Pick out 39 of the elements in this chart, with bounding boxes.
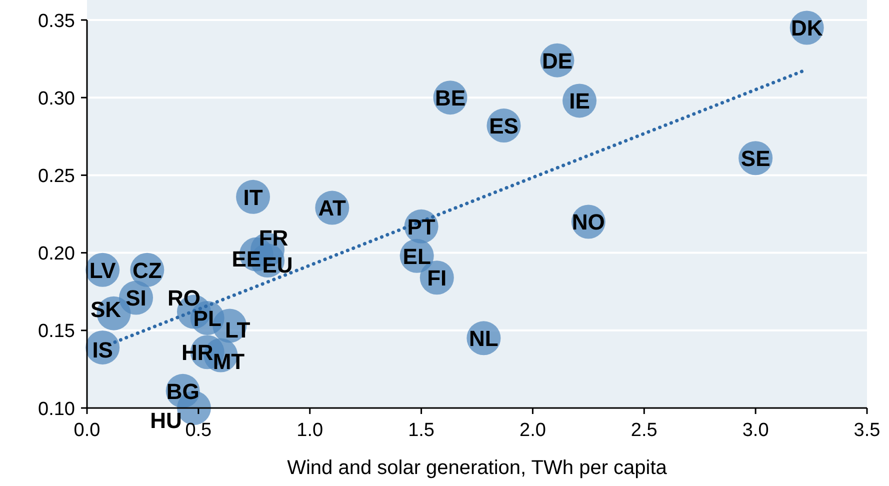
series-label: SI bbox=[126, 286, 146, 311]
x-tick-label: 1.0 bbox=[296, 420, 324, 441]
series-label: DK bbox=[790, 16, 823, 41]
series-label: IS bbox=[92, 337, 113, 362]
y-tick-label: 0.10 bbox=[38, 398, 75, 420]
y-tick-label: 0.35 bbox=[38, 10, 75, 32]
series-label: FR bbox=[258, 226, 288, 251]
series-label: SE bbox=[740, 146, 770, 172]
x-tick-label: 2.0 bbox=[520, 420, 546, 441]
y-tick-label: 0.15 bbox=[38, 321, 75, 342]
series-label: MT bbox=[212, 349, 246, 374]
series-label: IE bbox=[569, 88, 590, 114]
series-label: BG bbox=[166, 378, 200, 404]
series-label: AT bbox=[318, 196, 347, 221]
series-label: IT bbox=[243, 184, 264, 210]
y-tick-label: 0.25 bbox=[38, 166, 75, 188]
series-label: SK bbox=[90, 297, 122, 322]
series-label: EU bbox=[262, 252, 293, 278]
y-tick-label: 0.30 bbox=[38, 88, 75, 110]
y-tick-label: 0.20 bbox=[38, 244, 75, 265]
x-tick-label: 3.0 bbox=[742, 420, 769, 441]
series-label: LT bbox=[225, 318, 251, 343]
series-label: LV bbox=[89, 258, 116, 283]
series-label: NO bbox=[572, 210, 605, 235]
x-tick-label: 3.5 bbox=[854, 420, 880, 441]
x-tick-label: 0.5 bbox=[185, 420, 212, 441]
series-label: CZ bbox=[132, 258, 162, 283]
series-label: PT bbox=[407, 214, 436, 240]
series-label: HU bbox=[150, 408, 182, 433]
x-tick-label: 1.5 bbox=[408, 420, 434, 441]
x-tick-label: 0.0 bbox=[74, 420, 100, 441]
x-axis-title: Wind and solar generation, TWh per capita bbox=[287, 457, 668, 479]
series-label: DE bbox=[542, 48, 573, 74]
series-label: HR bbox=[181, 340, 214, 366]
series-label: EE bbox=[232, 246, 262, 272]
x-tick-label: 2.5 bbox=[630, 420, 658, 441]
series-label: ES bbox=[489, 113, 518, 138]
series-label: BE bbox=[434, 86, 466, 111]
series-label: NL bbox=[469, 326, 498, 352]
